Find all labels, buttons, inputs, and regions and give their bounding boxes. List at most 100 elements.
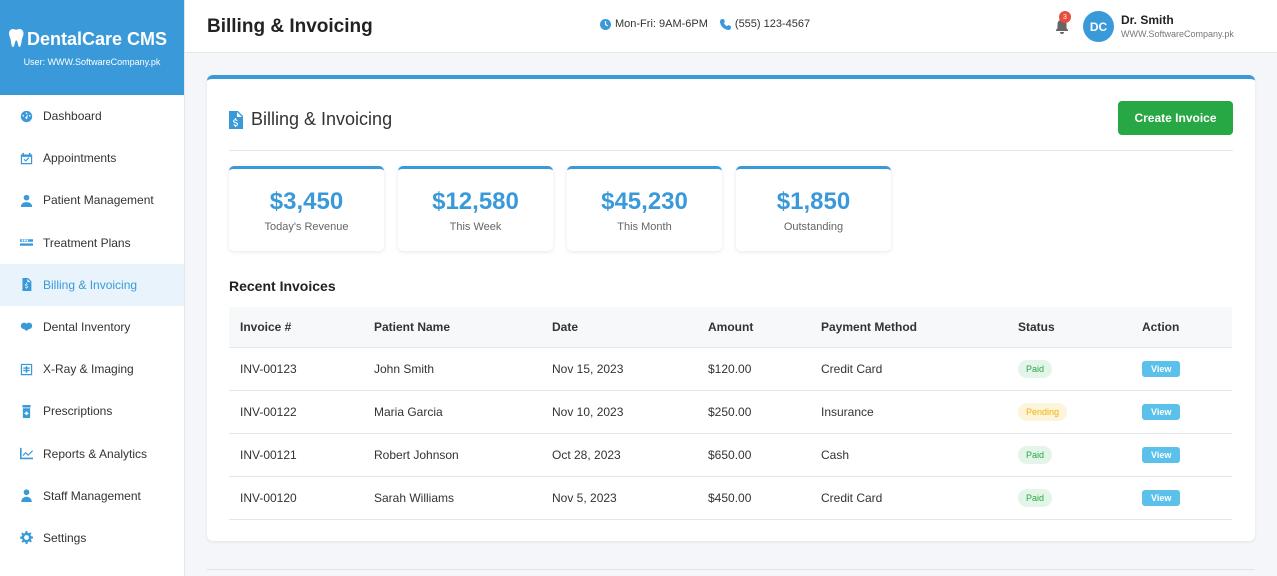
table-row: INV-00123 John Smith Nov 15, 2023 $120.0… bbox=[229, 347, 1232, 391]
invoice-amount: $250.00 bbox=[697, 390, 810, 434]
invoice-number: INV-00122 bbox=[229, 390, 363, 434]
card-title-text: Billing & Invoicing bbox=[251, 109, 393, 129]
contact-info: Mon-Fri: 9AM-6PM (555) 123-4567 bbox=[600, 18, 822, 30]
invoice-icon bbox=[20, 278, 33, 292]
divider bbox=[207, 569, 1255, 570]
table-row: INV-00121 Robert Johnson Oct 28, 2023 $6… bbox=[229, 433, 1232, 477]
card-title: Billing & Invoicing bbox=[229, 109, 392, 130]
card-header: Billing & Invoicing Create Invoice bbox=[229, 99, 1233, 151]
sidebar-item-label: Patient Management bbox=[43, 193, 154, 208]
action-cell: View bbox=[1131, 347, 1232, 391]
column-header: Payment Method bbox=[810, 307, 1007, 348]
notification-bell[interactable]: 3 bbox=[1055, 11, 1071, 34]
payment-method: Insurance bbox=[810, 390, 1007, 434]
invoice-date: Nov 10, 2023 bbox=[541, 390, 697, 434]
action-cell: View bbox=[1131, 476, 1232, 520]
status-cell: Paid bbox=[1007, 433, 1131, 477]
action-cell: View bbox=[1131, 433, 1232, 477]
phone-text: (555) 123-4567 bbox=[734, 18, 811, 30]
invoice-number: INV-00121 bbox=[229, 433, 363, 477]
view-button[interactable]: View bbox=[1142, 360, 1181, 377]
column-header: Invoice # bbox=[229, 307, 363, 348]
sidebar-nav: Dashboard Appointments Patient Managemen… bbox=[0, 95, 184, 559]
column-header: Date bbox=[541, 307, 697, 348]
stat-value: $12,580 bbox=[432, 187, 519, 215]
invoice-date: Oct 28, 2023 bbox=[541, 433, 697, 477]
brand-header: DentalCare CMS User: WWW.SoftwareCompany… bbox=[0, 0, 184, 95]
sidebar-item-label: Treatment Plans bbox=[43, 235, 131, 250]
payment-method: Cash bbox=[810, 433, 1007, 477]
stat-card-month: $45,230 This Month bbox=[567, 166, 722, 251]
sidebar-item-label: Staff Management bbox=[43, 488, 141, 503]
sidebar-item-treatment-plans[interactable]: Treatment Plans bbox=[0, 222, 184, 264]
sidebar-item-prescriptions[interactable]: Prescriptions bbox=[0, 390, 184, 432]
patient-name: Maria Garcia bbox=[363, 390, 541, 434]
tooth-icon bbox=[20, 321, 33, 334]
patient-name: Sarah Williams bbox=[363, 476, 541, 520]
sidebar-item-settings[interactable]: Settings bbox=[0, 517, 184, 559]
avatar[interactable]: DC bbox=[1083, 11, 1114, 42]
view-button[interactable]: View bbox=[1142, 403, 1181, 420]
table-header-row: Invoice # Patient Name Date Amount Payme… bbox=[229, 307, 1232, 348]
sidebar-item-label: Reports & Analytics bbox=[43, 446, 148, 461]
phone-info: (555) 123-4567 bbox=[719, 18, 811, 30]
view-button[interactable]: View bbox=[1142, 446, 1181, 463]
billing-card: Billing & Invoicing Create Invoice $3,45… bbox=[207, 75, 1255, 541]
sidebar-item-label: Settings bbox=[43, 530, 87, 545]
invoice-amount: $450.00 bbox=[697, 476, 810, 520]
invoice-amount: $120.00 bbox=[697, 347, 810, 391]
sidebar-item-label: Appointments bbox=[43, 151, 117, 166]
page-title: Billing & Invoicing bbox=[207, 16, 373, 37]
chart-icon bbox=[20, 447, 33, 460]
stat-card-outstanding: $1,850 Outstanding bbox=[736, 166, 891, 251]
status-badge: Pending bbox=[1018, 402, 1068, 421]
patient-name: John Smith bbox=[363, 347, 541, 391]
sidebar-item-label: Dashboard bbox=[43, 109, 102, 124]
sidebar-item-staff-management[interactable]: Staff Management bbox=[0, 475, 184, 517]
sidebar-item-label: X-Ray & Imaging bbox=[43, 362, 134, 377]
invoice-amount: $650.00 bbox=[697, 433, 810, 477]
stat-label: Today's Revenue bbox=[264, 220, 349, 233]
sidebar-item-dental-inventory[interactable]: Dental Inventory bbox=[0, 306, 184, 348]
view-button[interactable]: View bbox=[1142, 489, 1181, 506]
table-row: INV-00120 Sarah Williams Nov 5, 2023 $45… bbox=[229, 476, 1232, 520]
sidebar-item-reports-analytics[interactable]: Reports & Analytics bbox=[0, 433, 184, 475]
brand-name: DentalCare CMS bbox=[26, 29, 168, 49]
table-row: INV-00122 Maria Garcia Nov 10, 2023 $250… bbox=[229, 390, 1232, 434]
stat-label: This Week bbox=[449, 220, 502, 233]
brand-user: User: WWW.SoftwareCompany.pk bbox=[23, 57, 161, 67]
status-cell: Paid bbox=[1007, 347, 1131, 391]
gear-icon bbox=[20, 531, 33, 545]
phone-icon bbox=[719, 18, 731, 30]
status-cell: Paid bbox=[1007, 476, 1131, 520]
sidebar-item-appointments[interactable]: Appointments bbox=[0, 137, 184, 179]
stat-value: $3,450 bbox=[269, 187, 344, 215]
prescription-icon bbox=[20, 404, 33, 418]
sidebar-item-label: Dental Inventory bbox=[43, 320, 131, 335]
action-cell: View bbox=[1131, 390, 1232, 434]
stat-card-week: $12,580 This Week bbox=[398, 166, 553, 251]
status-badge: Paid bbox=[1018, 445, 1053, 464]
tooth-icon bbox=[9, 29, 24, 47]
staff-icon bbox=[20, 489, 33, 503]
sidebar-item-dashboard[interactable]: Dashboard bbox=[0, 95, 184, 137]
sidebar-item-xray-imaging[interactable]: X-Ray & Imaging bbox=[0, 348, 184, 390]
sidebar-item-billing-invoicing[interactable]: Billing & Invoicing bbox=[0, 263, 184, 306]
hours-info: Mon-Fri: 9AM-6PM bbox=[600, 18, 708, 30]
dashboard-icon bbox=[20, 110, 33, 123]
create-invoice-button[interactable]: Create Invoice bbox=[1118, 101, 1233, 135]
notification-count: 3 bbox=[1059, 11, 1071, 23]
user-name: Dr. Smith bbox=[1121, 13, 1174, 27]
stat-value: $1,850 bbox=[776, 187, 851, 215]
recent-invoices-title: Recent Invoices bbox=[229, 278, 336, 294]
patient-icon bbox=[20, 194, 33, 207]
hours-text: Mon-Fri: 9AM-6PM bbox=[615, 18, 708, 30]
xray-icon bbox=[20, 363, 33, 376]
sidebar-item-label: Prescriptions bbox=[43, 404, 113, 419]
invoice-number: INV-00120 bbox=[229, 476, 363, 520]
sidebar-item-patient-management[interactable]: Patient Management bbox=[0, 179, 184, 221]
stat-label: This Month bbox=[617, 220, 672, 233]
clock-icon bbox=[600, 18, 611, 30]
invoice-date: Nov 15, 2023 bbox=[541, 347, 697, 391]
column-header: Status bbox=[1007, 307, 1131, 348]
